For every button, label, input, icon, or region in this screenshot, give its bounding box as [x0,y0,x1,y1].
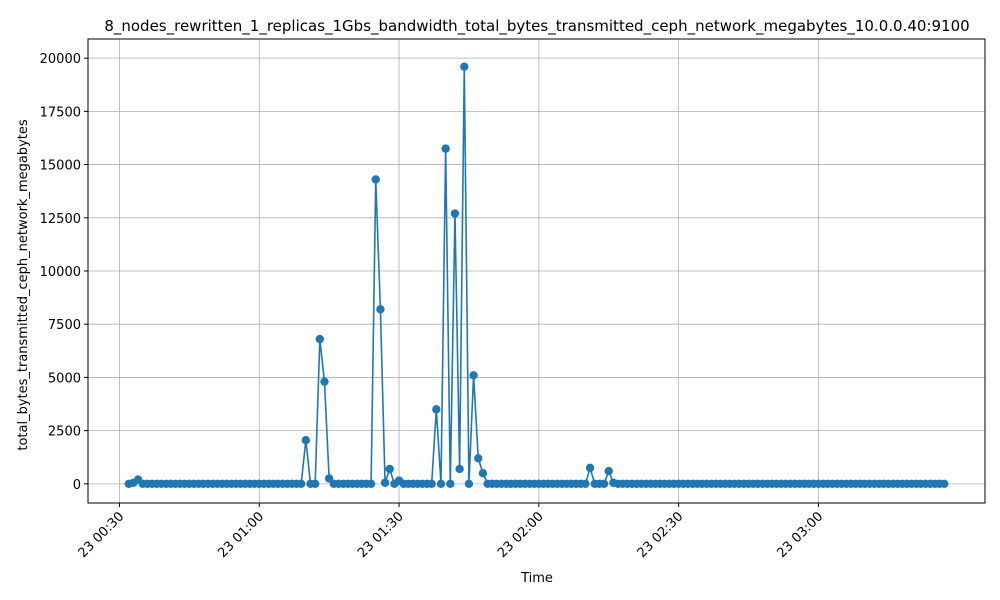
data-point [604,466,613,476]
data-point [581,479,590,489]
y-tick-label: 7500 [48,318,81,333]
data-point [432,405,441,414]
data-point [446,479,455,489]
data-point [478,469,488,478]
data-point [371,175,380,184]
y-tick-label: 15000 [40,159,81,174]
data-point [464,479,474,489]
data-point [310,479,320,489]
data-point [376,305,385,314]
y-tick-label: 12500 [40,212,81,227]
data-point [385,464,394,474]
y-tick-label: 0 [73,478,81,493]
data-point [315,334,325,344]
data-point [441,144,450,153]
data-point [450,209,460,218]
y-tick-label: 17500 [40,105,81,120]
y-tick-label: 20000 [40,52,81,67]
data-point [380,478,390,487]
data-point [366,479,376,489]
data-point [460,62,469,71]
data-point [474,454,483,463]
data-point [301,436,311,445]
data-point [296,479,306,489]
y-tick-label: 10000 [40,265,81,280]
grid-lines [88,39,985,503]
data-point [436,479,446,489]
data-point [469,371,478,380]
data-point [585,463,595,473]
y-tick-label: 2500 [48,425,81,440]
data-point [940,479,949,489]
data-point [427,479,436,489]
series-layer [124,62,949,489]
data-point [599,479,609,489]
chart-title: 8_nodes_rewritten_1_replicas_1Gbs_bandwi… [104,17,969,36]
data-point [455,464,464,474]
y-axis-ticks: 0 2500 5000 7500 10000 12500 15000 17500 20000 [40,52,88,493]
x-axis-label: Time [520,571,553,586]
data-point [320,377,329,386]
y-tick-label: 5000 [48,371,81,386]
y-axis-label: total_bytes_transmitted_ceph_network_meg… [16,119,31,451]
